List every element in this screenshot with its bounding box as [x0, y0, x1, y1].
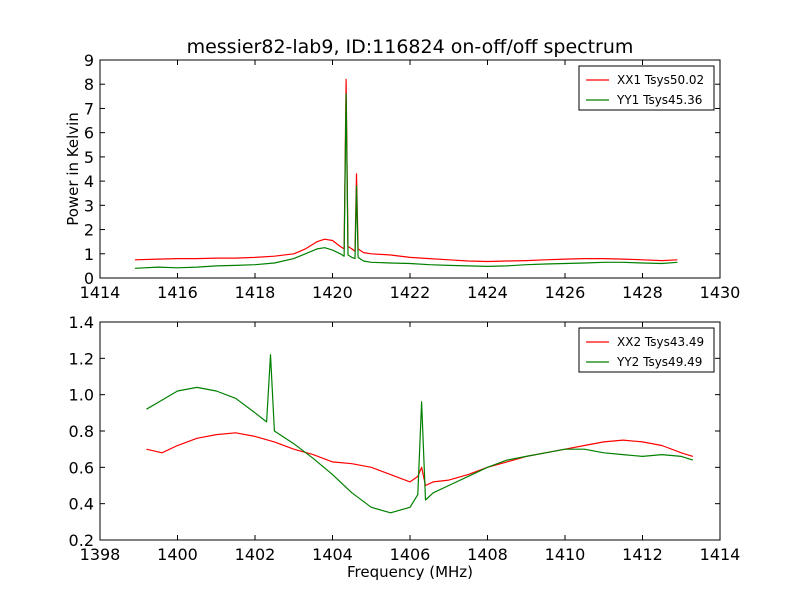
x-tick-label: 1424: [467, 283, 508, 302]
y-tick-label: 7: [84, 99, 94, 118]
y-axis-title: Power in Kelvin: [64, 112, 82, 226]
legend-box: [578, 327, 715, 373]
y-tick-label: 1.2: [69, 349, 94, 368]
series-line-green-panel2: [146, 354, 694, 514]
y-tick-label: 9: [84, 51, 94, 70]
x-tick-label: 1418: [235, 283, 276, 302]
y-tick-label: 1: [84, 245, 94, 264]
x-tick-label: 1410: [545, 545, 586, 564]
x-tick-label: 1412: [622, 545, 663, 564]
y-tick-label: 0.2: [69, 531, 94, 550]
y-tick-label: 0.6: [69, 458, 94, 477]
y-tick-label: 4: [84, 172, 94, 191]
y-tick-label: 0: [84, 269, 94, 288]
bottom-panel: 1398 1400 1402 1404 1406 1408 1410 1412 1414 0.2 0…: [69, 313, 741, 581]
x-tick-label: 1402: [235, 545, 276, 564]
legend-entry: XX1 Tsys50.02: [617, 73, 704, 87]
x-tick-label: 1414: [80, 283, 121, 302]
legend-entry: YY2 Tsys49.49: [616, 355, 702, 369]
legend-entry: XX2 Tsys43.49: [617, 335, 704, 349]
y-tick-label: 0.8: [69, 422, 94, 441]
y-tick-label: 6: [84, 124, 94, 143]
x-tick-label: 1398: [80, 545, 121, 564]
x-tick-label: 1404: [312, 545, 353, 564]
x-tick-label: 1430: [700, 283, 741, 302]
series-line-red-panel2: [146, 432, 694, 487]
x-tick-label: 1408: [467, 545, 508, 564]
y-tick-label: 5: [84, 148, 94, 167]
top-panel: 1414 1416 1418 1420 1422 1424 1426 1428 1430 0 1 2 3…: [64, 51, 740, 302]
x-tick-label: 1422: [390, 283, 431, 302]
series-line-red-panel1: [134, 78, 678, 263]
legend-box: [578, 65, 715, 111]
y-tick-label: 1.4: [69, 313, 94, 332]
y-tick-label: 0.4: [69, 495, 94, 514]
y-tick-label: 2: [84, 221, 94, 240]
legend-entry: YY1 Tsys45.36: [616, 93, 702, 107]
x-tick-label: 1406: [390, 545, 431, 564]
chart-title: messier82-lab9, ID:116824 on-off/off spe…: [187, 36, 634, 58]
x-tick-label: 1420: [312, 283, 353, 302]
y-tick-label: 3: [84, 196, 94, 215]
series-line-green-panel1: [134, 93, 678, 269]
y-tick-label: 8: [84, 75, 94, 94]
x-axis-title: Frequency (MHz): [347, 563, 473, 581]
x-tick-label: 1428: [622, 283, 663, 302]
x-tick-label: 1426: [545, 283, 586, 302]
x-tick-label: 1416: [157, 283, 198, 302]
y-tick-label: 1.0: [69, 386, 94, 405]
x-tick-label: 1414: [700, 545, 741, 564]
x-tick-label: 1400: [157, 545, 198, 564]
